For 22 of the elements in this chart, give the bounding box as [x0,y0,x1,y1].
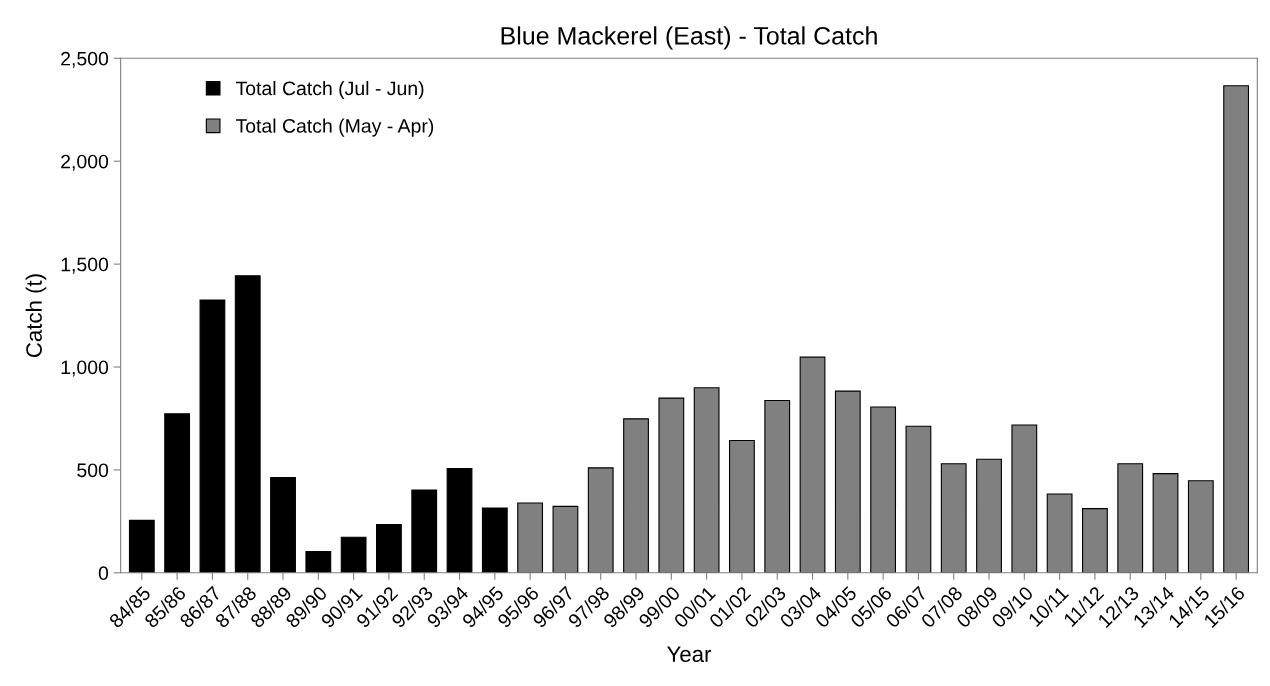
bar [164,413,191,573]
bar [481,507,508,573]
y-tick-label: 0 [98,566,109,581]
bar [376,523,402,573]
bar [340,536,367,573]
bar [270,476,296,573]
legend-label: Total Catch (Jul - Jun) [235,80,424,100]
bar [199,299,226,573]
bar [305,551,332,573]
chart-title: Blue Mackerel (East) - Total Catch [501,26,877,50]
y-tick-label: 1,000 [61,360,109,377]
x-axis-title: Year [667,646,712,663]
y-axis-title: Catch (t) [25,274,47,358]
y-tick-label: 2,000 [61,154,109,171]
bar [411,489,438,573]
y-tick-label: 500 [77,463,109,478]
bar [234,275,261,573]
y-tick-label: 2,500 [61,51,109,68]
bar [446,467,473,573]
y-tick-label: 1,500 [61,257,109,274]
bar [128,519,155,573]
legend-label: Total Catch (May - Apr) [235,118,434,137]
